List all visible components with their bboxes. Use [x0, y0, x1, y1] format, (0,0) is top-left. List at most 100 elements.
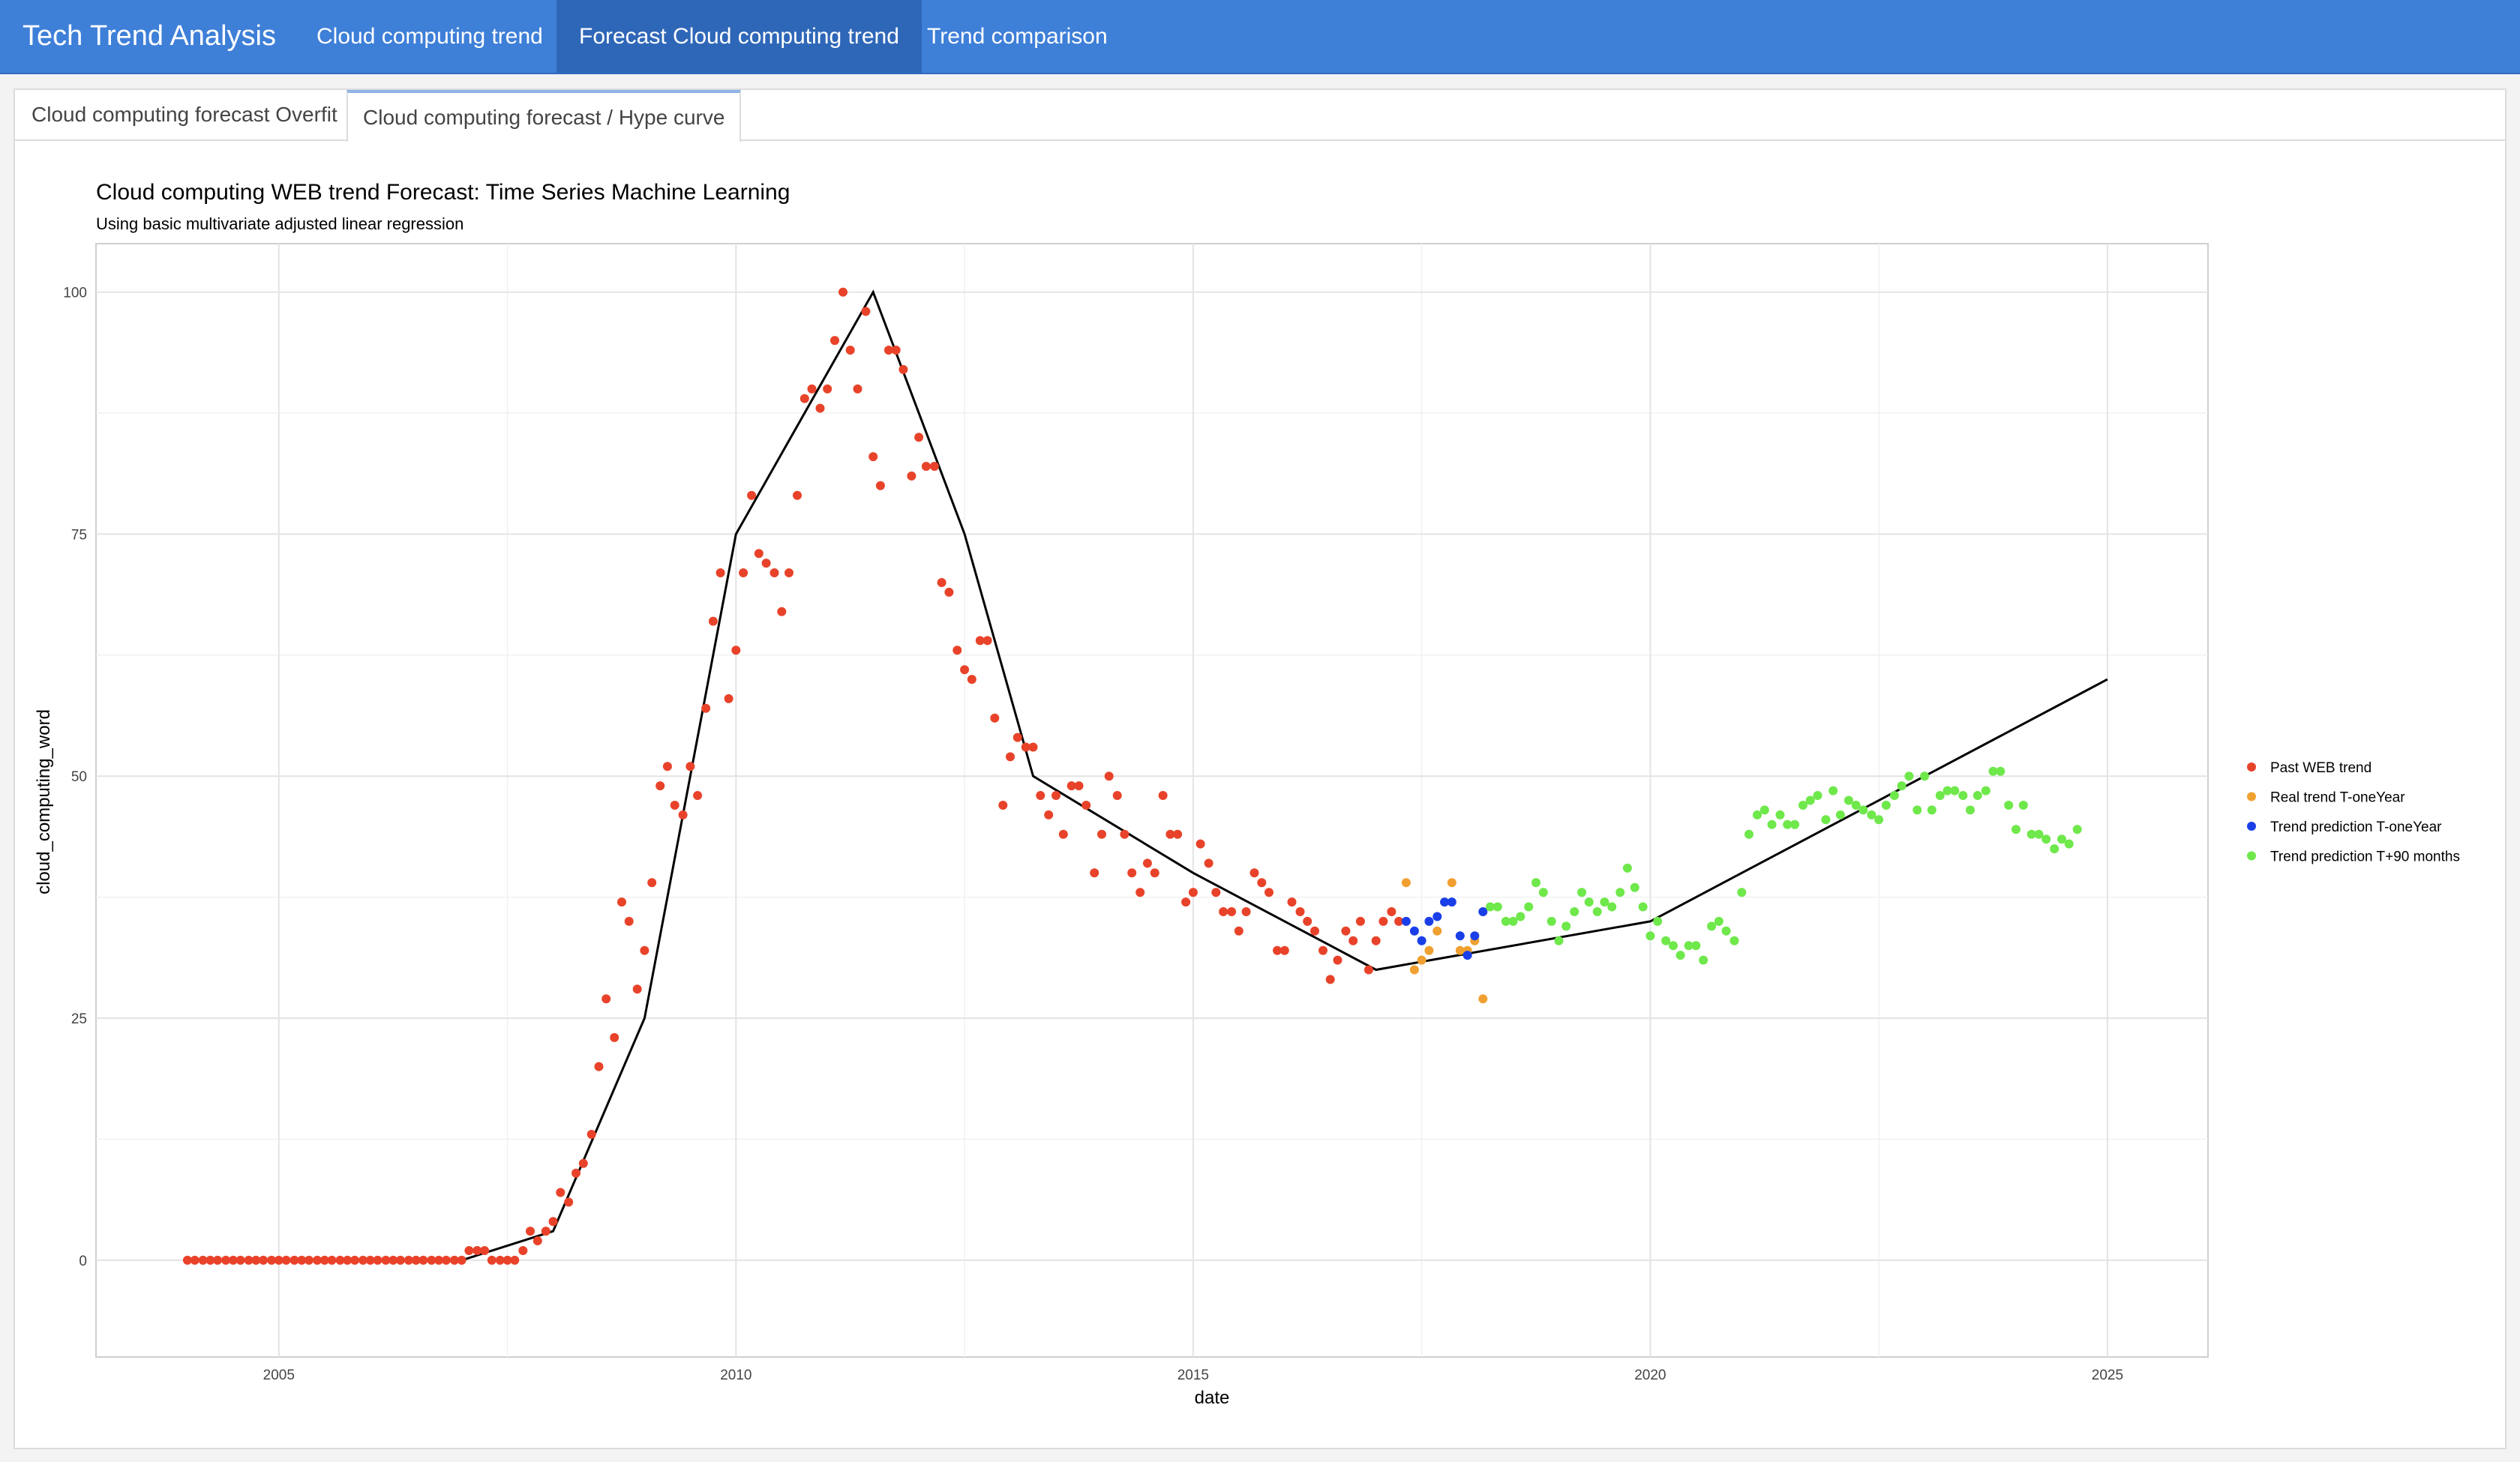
data-point-series-0	[411, 1255, 421, 1265]
data-point-series-0	[594, 1062, 604, 1071]
data-point-series-3	[1721, 926, 1731, 936]
data-point-series-0	[944, 587, 954, 597]
data-point-series-0	[761, 559, 771, 568]
data-point-series-3	[1684, 941, 1694, 951]
x-tick-label: 2005	[263, 1368, 295, 1383]
y-tick-label: 0	[79, 1254, 87, 1269]
data-point-series-0	[358, 1255, 368, 1265]
data-point-series-3	[1835, 810, 1845, 819]
data-point-series-0	[1097, 829, 1106, 839]
legend-key-2	[2247, 822, 2256, 831]
data-point-series-1	[1455, 945, 1465, 955]
data-point-series-0	[464, 1246, 474, 1255]
data-point-series-3	[1532, 878, 1540, 888]
data-point-series-0	[624, 916, 634, 926]
data-point-series-3	[2026, 829, 2036, 839]
data-point-series-3	[1813, 791, 1822, 800]
data-point-series-0	[724, 694, 734, 703]
data-point-series-3	[1851, 801, 1861, 810]
y-tick-label: 50	[71, 769, 87, 785]
data-point-series-1	[1478, 994, 1488, 1004]
data-point-series-0	[236, 1255, 245, 1265]
data-point-series-3	[1516, 912, 1526, 921]
data-point-series-0	[1196, 839, 1205, 849]
data-point-series-3	[1783, 819, 1792, 829]
app-brand[interactable]: Tech Trend Analysis	[22, 20, 276, 52]
data-point-series-2	[1440, 897, 1450, 907]
data-point-series-3	[1790, 819, 1799, 829]
data-point-series-0	[891, 346, 901, 355]
y-tick-label: 75	[71, 527, 87, 543]
data-point-series-3	[1760, 805, 1769, 815]
nav-item-forecast-cloud-computing-trend[interactable]: Forecast Cloud computing trend	[556, 0, 922, 73]
data-point-series-0	[1234, 926, 1244, 936]
data-point-series-3	[1935, 791, 1945, 800]
nav-item-trend-comparison[interactable]: Trend comparison	[927, 24, 1108, 49]
data-point-series-0	[823, 384, 832, 394]
data-point-series-0	[381, 1255, 391, 1265]
data-point-series-0	[495, 1255, 505, 1265]
data-point-series-2	[1470, 931, 1480, 941]
data-point-series-0	[845, 346, 855, 355]
data-point-series-0	[441, 1255, 451, 1265]
data-point-series-0	[564, 1197, 574, 1207]
legend-key-0	[2247, 762, 2256, 771]
data-point-series-0	[861, 307, 871, 316]
legend-label-1: Real trend T-oneYear	[2270, 790, 2405, 806]
data-point-series-0	[960, 665, 970, 675]
data-point-series-3	[1920, 771, 1930, 781]
x-tick-label: 2010	[720, 1368, 752, 1383]
data-point-series-0	[1028, 742, 1038, 752]
data-point-series-2	[1455, 931, 1465, 941]
data-point-series-3	[1981, 786, 1990, 795]
data-point-series-0	[656, 781, 665, 791]
legend-label-2: Trend prediction T-oneYear	[2270, 819, 2442, 835]
data-point-series-0	[640, 945, 650, 955]
data-point-series-0	[662, 762, 672, 771]
data-point-series-0	[427, 1255, 436, 1265]
data-point-series-3	[1646, 931, 1655, 941]
legend-key-3	[2247, 851, 2256, 861]
data-point-series-0	[898, 364, 908, 374]
data-point-series-3	[1972, 791, 1982, 800]
data-point-series-3	[1638, 902, 1648, 912]
data-point-series-0	[770, 568, 779, 577]
data-point-series-3	[2050, 844, 2060, 854]
data-point-series-0	[914, 433, 924, 442]
data-point-series-0	[838, 287, 848, 297]
data-point-series-3	[1904, 771, 1914, 781]
navbar: Tech Trend Analysis Cloud computing tren…	[0, 0, 2520, 74]
data-point-series-0	[1371, 936, 1381, 945]
data-point-series-1	[1401, 878, 1411, 888]
data-point-series-0	[1058, 829, 1068, 839]
data-point-series-3	[2034, 829, 2044, 839]
tab-forecast-overfit[interactable]: Cloud computing forecast Overfit	[32, 103, 338, 126]
data-point-series-0	[1310, 926, 1319, 936]
tab-forecast-hype-curve[interactable]: Cloud computing forecast / Hype curve	[346, 90, 742, 142]
data-point-series-3	[1538, 888, 1548, 897]
data-point-series-0	[670, 801, 680, 810]
data-point-series-0	[1204, 858, 1214, 868]
data-point-series-0	[647, 878, 657, 888]
data-point-series-0	[532, 1236, 542, 1245]
data-point-series-0	[1325, 975, 1335, 984]
data-point-series-3	[1988, 766, 1998, 776]
data-point-series-0	[921, 462, 931, 471]
data-point-series-3	[2004, 801, 2014, 810]
data-point-series-3	[2012, 825, 2020, 834]
data-point-series-3	[1912, 805, 1922, 815]
data-point-series-0	[1142, 858, 1152, 868]
data-point-series-0	[578, 1158, 588, 1168]
data-point-series-2	[1401, 916, 1411, 926]
x-axis-title: date	[1195, 1388, 1230, 1408]
data-point-series-0	[1052, 791, 1060, 800]
data-point-series-0	[1127, 868, 1137, 878]
data-point-series-0	[754, 549, 764, 559]
data-point-series-0	[793, 490, 802, 500]
data-point-series-3	[1691, 941, 1701, 951]
x-tick-label: 2020	[1634, 1368, 1666, 1383]
legend-label-3: Trend prediction T+90 months	[2270, 849, 2460, 865]
data-point-series-0	[739, 568, 748, 577]
nav-item-cloud-computing-trend[interactable]: Cloud computing trend	[316, 24, 543, 49]
data-point-series-0	[853, 384, 862, 394]
